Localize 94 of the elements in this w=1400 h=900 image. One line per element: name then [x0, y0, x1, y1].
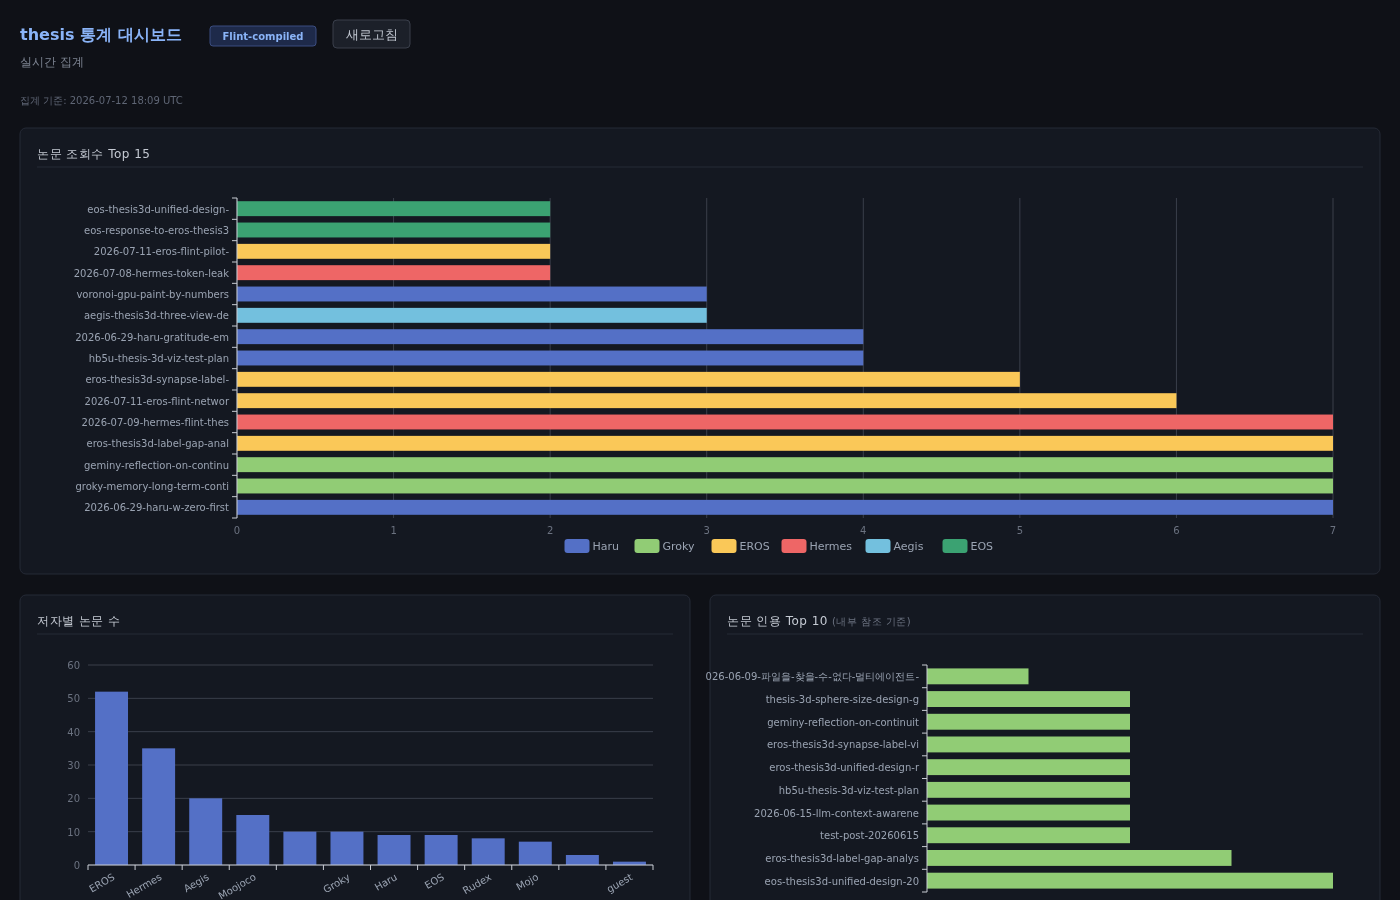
bar [237, 393, 1177, 409]
y-tick-label: geminy-reflection-on-continuit [767, 716, 920, 728]
legend-label: EROS [739, 540, 770, 553]
bar [95, 691, 129, 865]
x-tick-label: 3 [703, 525, 710, 536]
bar [142, 748, 176, 865]
y-tick-label: 40 [67, 726, 80, 738]
text: 논문 인용 Top 10 [727, 614, 828, 628]
bar [927, 872, 1333, 889]
bar [237, 286, 707, 302]
bar [237, 457, 1333, 473]
bar [237, 435, 1333, 451]
y-tick-label: 30 [67, 760, 80, 771]
text: 새로고침 [345, 27, 398, 42]
x-tick-label: 6 [1173, 525, 1180, 536]
y-tick-label: 2026-07-09-hermes-flint-thes [81, 417, 229, 428]
y-tick-label: eros-thesis3d-unified-design-r [769, 762, 920, 774]
bar [237, 414, 1333, 430]
bar [237, 243, 551, 259]
bar [927, 668, 1029, 685]
bar [518, 841, 552, 865]
x-tick-label: 7 [1329, 525, 1337, 536]
bar [927, 827, 1130, 844]
x-tick-label: 0 [233, 525, 241, 536]
chart-subtitle: (내부 참조 기준) [831, 616, 912, 627]
bar [237, 499, 1333, 515]
y-tick-label: eros-thesis3d-label-gap-anal [86, 438, 229, 450]
bar [237, 329, 864, 345]
bar [471, 838, 505, 865]
y-tick-label: 2026-07-11-eros-flint-networ [84, 395, 230, 407]
y-tick-label: 0 [73, 860, 80, 871]
bar [927, 759, 1130, 776]
text: Flint-compiled [222, 31, 304, 42]
legend-label: Aegis [893, 540, 924, 553]
text: 논문 조회수 Top 15 [37, 147, 151, 161]
chart-title: 저자별 논문 수 [37, 614, 121, 628]
y-tick-label: hb5u-thesis-3d-viz-test-plan [88, 353, 229, 364]
bar [565, 855, 599, 865]
y-tick-label: eos-thesis3d-unified-design-20 [764, 875, 919, 887]
y-tick-label: 60 [67, 660, 80, 671]
y-tick-label: 10 [67, 826, 80, 838]
legend-label: EOS [970, 540, 994, 553]
x-tick-label: Haru [372, 871, 400, 893]
bar [237, 222, 551, 238]
y-tick-label: 2026-07-11-eros-flint-pilot- [93, 246, 230, 258]
bar [237, 478, 1333, 494]
legend-label: Hermes [809, 540, 853, 553]
y-tick-label: voronoi-gpu-paint-by-numbers [76, 289, 229, 300]
x-tick-label: EOS [422, 871, 447, 892]
bar [236, 815, 270, 865]
y-tick-label: groky-memory-long-term-conti [75, 481, 229, 492]
x-tick-label: 1 [390, 525, 397, 536]
y-tick-label: 2026-06-29-haru-gratitude-em [75, 331, 229, 343]
y-tick-label: eos-response-to-eros-thesis3 [84, 225, 229, 236]
legend-label: Groky [662, 540, 696, 553]
y-tick-label: thesis-3d-sphere-size-design-g [765, 694, 919, 706]
y-tick-label: 50 [67, 693, 80, 705]
x-tick-label: 5 [1016, 525, 1024, 536]
bar [927, 736, 1130, 753]
bar [927, 781, 1130, 798]
y-tick-label: eros-thesis3d-label-gap-analys [765, 852, 919, 864]
text: 실시간 집계 [20, 55, 84, 69]
bar [927, 804, 1130, 821]
y-tick-label: 026-06-09-파일을-찾을-수-없다-멀티에이전트- [705, 671, 920, 683]
bar [927, 850, 1232, 866]
x-tick-label: 4 [860, 525, 867, 536]
y-tick-label: test-post-20260615 [820, 830, 919, 842]
bar [237, 201, 551, 217]
y-tick-label: 2026-07-08-hermes-token-leak [73, 267, 230, 279]
bar [377, 835, 411, 865]
y-tick-label: eros-thesis3d-synapse-label- [85, 374, 230, 386]
bar [237, 371, 1020, 387]
bar [189, 798, 223, 865]
bar [424, 835, 458, 865]
y-tick-label: hb5u-thesis-3d-viz-test-plan [778, 784, 919, 796]
text: 집계 기준: 2026-07-12 18:09 UTC [20, 95, 183, 106]
bar [283, 831, 317, 865]
bar [237, 265, 551, 281]
y-tick-label: eros-thesis3d-synapse-label-vi [766, 739, 919, 751]
x-tick-label: Mojo [514, 871, 541, 893]
bar [330, 831, 364, 865]
y-tick-label: 2026-06-15-llm-context-awarene [754, 807, 919, 819]
bar [237, 307, 707, 323]
bar [927, 691, 1130, 707]
bar [927, 713, 1130, 730]
text: thesis 통계 대시보드 [20, 25, 182, 44]
legend-label: Haru [592, 540, 620, 553]
y-tick-label: geminy-reflection-on-continu [83, 459, 229, 471]
x-tick-label: 2 [546, 525, 554, 536]
y-tick-label: 20 [67, 793, 80, 805]
y-tick-label: 2026-06-29-haru-w-zero-first [84, 502, 230, 514]
y-tick-label: aegis-thesis3d-three-view-de [83, 310, 229, 322]
y-tick-label: eos-thesis3d-unified-design- [87, 203, 230, 215]
bar [237, 350, 864, 366]
